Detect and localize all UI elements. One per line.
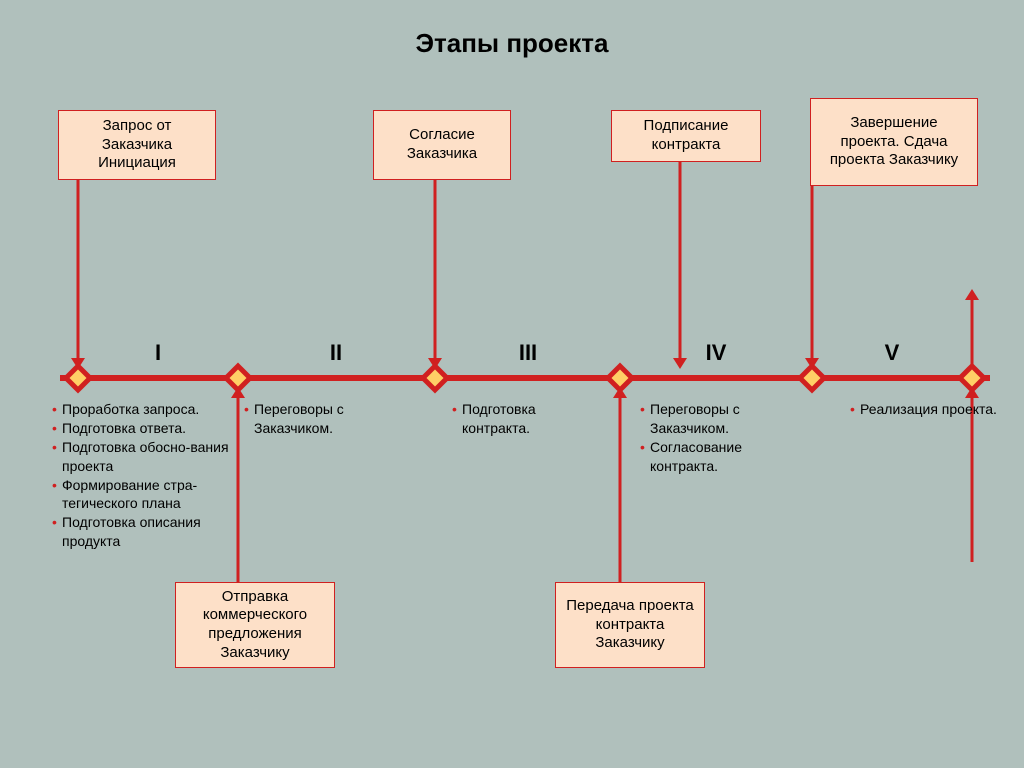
stage-bullets: Переговоры с Заказчиком.Согласование кон…: [640, 400, 800, 476]
bullet-item: Реализация проекта.: [850, 400, 1000, 419]
arrow-line: [679, 162, 682, 358]
stage-label: IV: [706, 340, 727, 366]
stage-label: I: [155, 340, 161, 366]
bullet-item: Подготовка контракта.: [452, 400, 602, 438]
arrow-line: [77, 180, 80, 358]
bullet-item: Подготовка описания продукта: [52, 513, 232, 551]
bullet-item: Проработка запроса.: [52, 400, 232, 419]
stage-label: V: [885, 340, 900, 366]
bullet-item: Подготовка ответа.: [52, 419, 232, 438]
timeline-axis: [60, 375, 990, 381]
page-title: Этапы проекта: [0, 28, 1024, 59]
milestone-box-top: Подписание контракта: [611, 110, 761, 162]
arrow-head-up-icon: [231, 387, 245, 398]
bullet-item: Формирование стра-тегического плана: [52, 476, 232, 514]
milestone-box-top: Завершение проекта. Сдача проекта Заказч…: [810, 98, 978, 186]
arrow-head-up-icon: [613, 387, 627, 398]
bullet-item: Переговоры с Заказчиком.: [640, 400, 800, 438]
arrow-head-down-icon: [673, 358, 687, 369]
stage-bullets: Реализация проекта.: [850, 400, 1000, 419]
arrow-line: [434, 180, 437, 358]
bullet-item: Переговоры с Заказчиком.: [244, 400, 404, 438]
stage-bullets: Переговоры с Заказчиком.: [244, 400, 404, 438]
stage-label: II: [330, 340, 342, 366]
arrow-line: [811, 186, 814, 358]
arrow-head-down-icon: [805, 358, 819, 369]
stage-bullets: Проработка запроса.Подготовка ответа.Под…: [52, 400, 232, 551]
arrow-line: [619, 398, 622, 582]
milestone-box-bottom: Отправка коммерческого предложения Заказ…: [175, 582, 335, 668]
stage-bullets: Подготовка контракта.: [452, 400, 602, 438]
bullet-item: Согласование контракта.: [640, 438, 800, 476]
arrow-head-down-icon: [428, 358, 442, 369]
milestone-box-top: Запрос от Заказчика Инициация: [58, 110, 216, 180]
bullet-item: Подготовка обосно-вания проекта: [52, 438, 232, 476]
milestone-box-bottom: Передача проекта контракта Заказчику: [555, 582, 705, 668]
stage-label: III: [519, 340, 537, 366]
end-arrow-line: [971, 300, 974, 364]
arrow-head-down-icon: [71, 358, 85, 369]
end-arrow-head-icon: [965, 289, 979, 300]
milestone-box-top: Согласие Заказчика: [373, 110, 511, 180]
arrow-line: [237, 398, 240, 582]
